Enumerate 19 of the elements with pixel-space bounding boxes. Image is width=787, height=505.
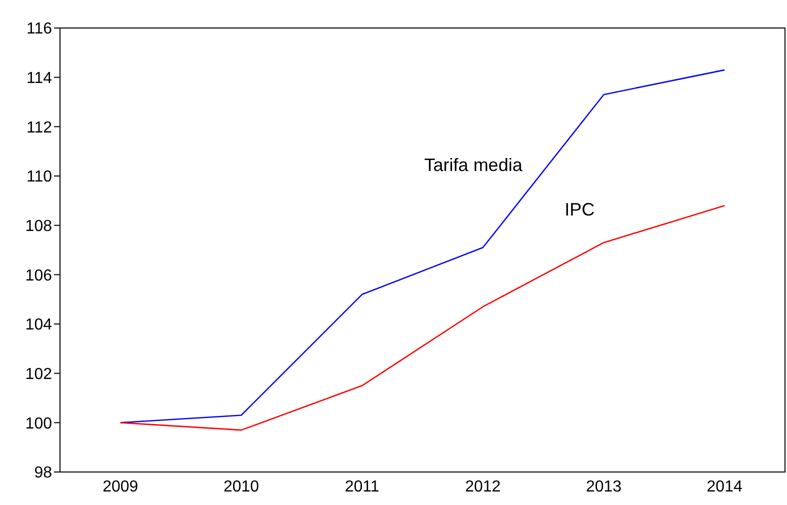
y-tick-label: 110 — [26, 168, 52, 186]
series-label: Tarifa media — [424, 155, 524, 176]
y-tick-label: 100 — [25, 415, 52, 432]
x-tick-label: 2010 — [223, 478, 260, 496]
x-tick-label: 2013 — [586, 478, 622, 496]
y-tick-label: 106 — [25, 267, 52, 284]
y-tick-label: 116 — [26, 20, 52, 38]
series-label: IPC — [564, 199, 595, 220]
y-tick-label: 108 — [25, 218, 52, 236]
y-tick-label: 98 — [34, 464, 52, 482]
x-tick-label: 2011 — [344, 478, 380, 496]
y-tick-label: 114 — [26, 70, 52, 88]
line-series — [120, 204, 726, 431]
x-tick-label: 2014 — [706, 478, 742, 496]
y-tick-label: 112 — [26, 119, 52, 136]
x-tick-label: 2012 — [465, 478, 501, 496]
y-tick-label: 104 — [25, 316, 52, 334]
x-tick-label: 2009 — [102, 478, 138, 496]
y-tick-label: 102 — [25, 366, 52, 384]
